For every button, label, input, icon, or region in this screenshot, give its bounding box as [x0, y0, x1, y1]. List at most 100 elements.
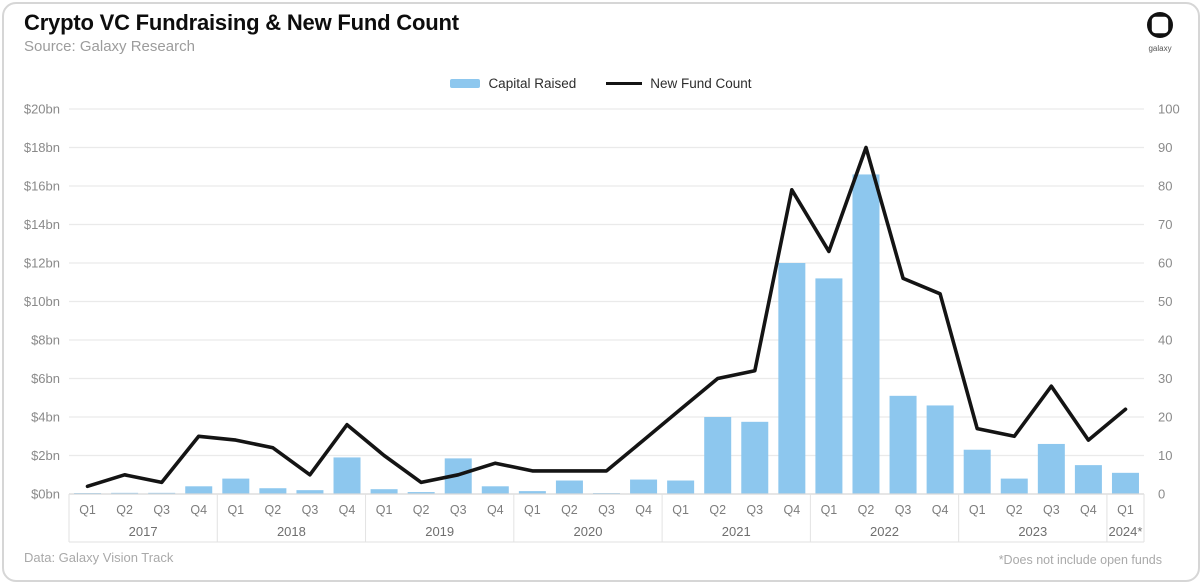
x-quarter-label: Q4 — [487, 503, 504, 517]
x-quarter-label: Q2 — [413, 503, 430, 517]
x-quarter-label: Q2 — [1006, 503, 1023, 517]
bar-capital-raised — [1074, 465, 1102, 494]
new-fund-count-swatch-icon — [606, 81, 643, 86]
bar-capital-raised — [259, 488, 287, 494]
y-left-tick: $8bn — [31, 333, 60, 348]
asterisk-note: *Does not include open funds — [998, 553, 1162, 567]
x-quarter-label: Q1 — [672, 503, 689, 517]
x-quarter-label: Q1 — [524, 503, 541, 517]
bar-capital-raised — [407, 492, 435, 494]
x-quarter-label: Q1 — [821, 503, 838, 517]
y-left-tick: $14bn — [24, 217, 60, 232]
source-label: Source: Galaxy Research — [24, 38, 195, 55]
x-year-label: 2019 — [425, 524, 454, 539]
bar-capital-raised — [889, 395, 917, 494]
x-quarter-label: Q1 — [969, 503, 986, 517]
x-quarter-label: Q4 — [635, 503, 652, 517]
bar-capital-raised — [852, 174, 880, 494]
x-year-label: 2017 — [129, 524, 158, 539]
bar-capital-raised — [667, 480, 695, 494]
y-left-tick: $18bn — [24, 140, 60, 155]
y-left-tick: $20bn — [24, 102, 60, 117]
line-new-fund-count — [85, 145, 1128, 489]
data-source-note: Data: Galaxy Vision Track — [24, 550, 174, 565]
y-right-tick: 90 — [1158, 140, 1172, 155]
y-right-tick: 80 — [1158, 179, 1172, 194]
x-quarter-label: Q1 — [1117, 503, 1134, 517]
x-year-label: 2020 — [574, 524, 603, 539]
y-left-tick: $2bn — [31, 448, 60, 463]
y-left-tick: $16bn — [24, 179, 60, 194]
x-year-label: 2024* — [1108, 524, 1142, 539]
x-quarter-label: Q4 — [339, 503, 356, 517]
bar-capital-raised — [185, 486, 213, 494]
y-left-tick: $4bn — [31, 410, 60, 425]
x-quarter-label: Q4 — [932, 503, 949, 517]
x-quarter-label: Q3 — [746, 503, 763, 517]
y-left-tick: $10bn — [24, 294, 60, 309]
x-quarter-label: Q2 — [561, 503, 578, 517]
legend-label: New Fund Count — [650, 76, 752, 91]
page-title: Crypto VC Fundraising & New Fund Count — [24, 10, 459, 35]
galaxy-logo: galaxy — [1136, 10, 1184, 56]
y-right-tick: 40 — [1158, 333, 1172, 348]
x-year-label: 2022 — [870, 524, 899, 539]
bar-capital-raised — [704, 417, 732, 494]
y-right-tick: 50 — [1158, 294, 1172, 309]
x-quarter-label: Q1 — [79, 503, 96, 517]
x-quarter-label: Q1 — [227, 503, 244, 517]
bar-capital-raised — [1000, 478, 1028, 494]
x-year-label: 2018 — [277, 524, 306, 539]
legend-item-capital-raised: Capital Raised — [450, 76, 576, 91]
x-quarter-label: Q3 — [598, 503, 615, 517]
x-quarter-label: Q2 — [709, 503, 726, 517]
bar-capital-raised — [963, 449, 991, 494]
x-year-label: 2023 — [1018, 524, 1047, 539]
y-right-tick: 30 — [1158, 371, 1172, 386]
y-right-tick: 60 — [1158, 256, 1172, 271]
bar-capital-raised — [296, 490, 324, 494]
bar-capital-raised — [222, 478, 250, 494]
x-quarter-label: Q3 — [1043, 503, 1060, 517]
bar-capital-raised — [1111, 472, 1139, 494]
bar-capital-raised — [815, 278, 843, 494]
x-quarter-label: Q1 — [376, 503, 393, 517]
x-quarter-label: Q3 — [895, 503, 912, 517]
legend-item-new-fund-count: New Fund Count — [606, 76, 752, 91]
bar-capital-raised — [370, 489, 398, 494]
y-right-tick: 0 — [1158, 487, 1165, 502]
capital-raised-swatch-icon — [450, 79, 481, 88]
bar-capital-raised — [555, 480, 583, 494]
bar-capital-raised — [333, 457, 361, 494]
legend: Capital Raised New Fund Count — [4, 76, 1198, 91]
bar-capital-raised — [518, 491, 546, 494]
y-left-tick: $0bn — [31, 487, 60, 502]
y-left-tick: $6bn — [31, 371, 60, 386]
y-right-tick: 70 — [1158, 217, 1172, 232]
x-quarter-label: Q3 — [450, 503, 467, 517]
x-quarter-label: Q2 — [116, 503, 133, 517]
y-left-tick: $12bn — [24, 256, 60, 271]
bar-capital-raised — [926, 405, 954, 494]
legend-label: Capital Raised — [488, 76, 577, 91]
bar-capital-raised — [481, 486, 509, 494]
x-year-label: 2021 — [722, 524, 751, 539]
x-quarter-label: Q4 — [190, 503, 207, 517]
galaxy-logo-icon: galaxy — [1147, 12, 1173, 53]
x-quarter-label: Q2 — [858, 503, 875, 517]
bar-capital-raised — [1037, 443, 1065, 494]
y-right-tick: 100 — [1158, 102, 1180, 117]
bar-capital-raised — [741, 421, 769, 494]
y-right-tick: 10 — [1158, 448, 1172, 463]
x-quarter-label: Q4 — [784, 503, 801, 517]
bar-capital-raised — [778, 263, 806, 494]
x-quarter-label: Q2 — [265, 503, 282, 517]
y-right-tick: 20 — [1158, 410, 1172, 425]
x-quarter-label: Q3 — [153, 503, 170, 517]
bar-capital-raised — [630, 479, 658, 494]
x-quarter-label: Q4 — [1080, 503, 1097, 517]
x-quarter-label: Q3 — [302, 503, 319, 517]
svg-text:galaxy: galaxy — [1148, 44, 1171, 53]
fundraising-chart: $0bn 0 $2bn 10 $4bn 20 $6bn 30 $8bn 40 $10bn 50 $12b… — [24, 102, 1180, 543]
